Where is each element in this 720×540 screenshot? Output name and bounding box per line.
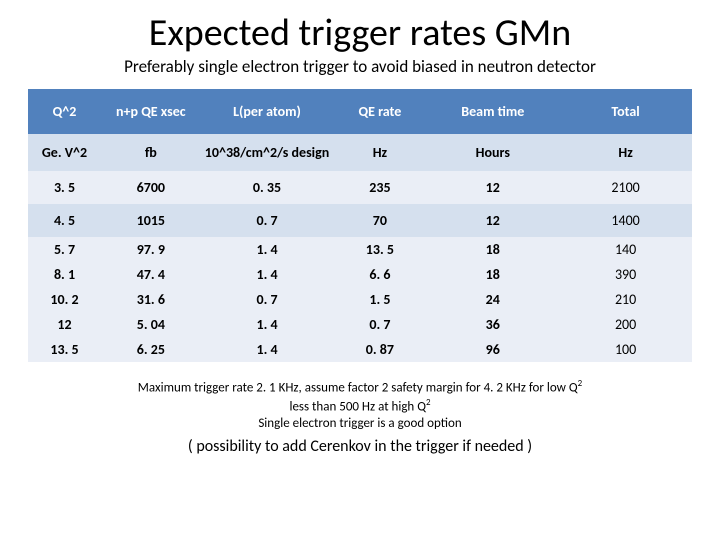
col-unit: fb xyxy=(101,134,201,171)
cell: 36 xyxy=(426,312,559,337)
cell: 10. 2 xyxy=(28,287,101,312)
caption-line-3: ( possibility to add Cerenkov in the tri… xyxy=(28,437,692,456)
table-row: 5. 7 97. 9 1. 4 13. 5 18 140 xyxy=(28,237,692,262)
cell: 390 xyxy=(559,262,692,287)
cell: 97. 9 xyxy=(101,237,201,262)
cell: 1. 4 xyxy=(201,262,334,287)
cell: 13. 5 xyxy=(333,237,426,262)
cell: 6. 6 xyxy=(333,262,426,287)
table-row: 4. 5 1015 0. 7 70 12 1400 xyxy=(28,204,692,237)
table-row: 8. 1 47. 4 1. 4 6. 6 18 390 xyxy=(28,262,692,287)
cell: 0. 7 xyxy=(201,204,334,237)
col-header: L(per atom) xyxy=(201,89,334,134)
col-header: Q^2 xyxy=(28,89,101,134)
col-header: Beam time xyxy=(426,89,559,134)
col-unit: Hz xyxy=(333,134,426,171)
col-header: Total xyxy=(559,89,692,134)
cell: 70 xyxy=(333,204,426,237)
cell: 18 xyxy=(426,237,559,262)
cell: 96 xyxy=(426,337,559,362)
table-row: 13. 5 6. 25 1. 4 0. 87 96 100 xyxy=(28,337,692,362)
slide-title: Expected trigger rates GMn xyxy=(28,10,692,56)
col-unit: 10^38/cm^2/s design xyxy=(201,134,334,171)
cell: 0. 87 xyxy=(333,337,426,362)
cell: 1. 4 xyxy=(201,312,334,337)
table-row: 10. 2 31. 6 0. 7 1. 5 24 210 xyxy=(28,287,692,312)
cell: 8. 1 xyxy=(28,262,101,287)
cell: 1. 4 xyxy=(201,337,334,362)
cell: 1400 xyxy=(559,204,692,237)
table-units-row: Ge. V^2 fb 10^38/cm^2/s design Hz Hours … xyxy=(28,134,692,171)
table-row: 3. 5 6700 0. 35 235 12 2100 xyxy=(28,171,692,204)
cell: 4. 5 xyxy=(28,204,101,237)
cell: 6700 xyxy=(101,171,201,204)
col-header: QE rate xyxy=(333,89,426,134)
table-header-row: Q^2 n+p QE xsec L(per atom) QE rate Beam… xyxy=(28,89,692,134)
caption-block: Maximum trigger rate 2. 1 KHz, assume fa… xyxy=(28,378,692,433)
cell: 235 xyxy=(333,171,426,204)
col-header: n+p QE xsec xyxy=(101,89,201,134)
cell: 5. 7 xyxy=(28,237,101,262)
cell: 0. 7 xyxy=(201,287,334,312)
cell: 210 xyxy=(559,287,692,312)
cell: 13. 5 xyxy=(28,337,101,362)
cell: 12 xyxy=(426,204,559,237)
caption-line-2: Single electron trigger is a good option xyxy=(258,416,461,431)
cell: 3. 5 xyxy=(28,171,101,204)
cell: 18 xyxy=(426,262,559,287)
table-row: 12 5. 04 1. 4 0. 7 36 200 xyxy=(28,312,692,337)
cell: 12 xyxy=(426,171,559,204)
cell: 100 xyxy=(559,337,692,362)
cell: 2100 xyxy=(559,171,692,204)
col-unit: Hz xyxy=(559,134,692,171)
cell: 6. 25 xyxy=(101,337,201,362)
superscript-2: 2 xyxy=(578,378,583,389)
cell: 1015 xyxy=(101,204,201,237)
cell: 5. 04 xyxy=(101,312,201,337)
cell: 200 xyxy=(559,312,692,337)
cell: 140 xyxy=(559,237,692,262)
rates-table: Q^2 n+p QE xsec L(per atom) QE rate Beam… xyxy=(28,89,692,362)
cell: 0. 35 xyxy=(201,171,334,204)
col-unit: Ge. V^2 xyxy=(28,134,101,171)
slide-subtitle: Preferably single electron trigger to av… xyxy=(28,56,692,77)
cell: 0. 7 xyxy=(333,312,426,337)
caption-line-1b: less than 500 Hz at high Q xyxy=(289,400,425,415)
cell: 1. 4 xyxy=(201,237,334,262)
cell: 12 xyxy=(28,312,101,337)
cell: 47. 4 xyxy=(101,262,201,287)
caption-line-1a: Maximum trigger rate 2. 1 KHz, assume fa… xyxy=(138,380,578,395)
cell: 31. 6 xyxy=(101,287,201,312)
cell: 24 xyxy=(426,287,559,312)
cell: 1. 5 xyxy=(333,287,426,312)
superscript-2: 2 xyxy=(426,397,431,408)
col-unit: Hours xyxy=(426,134,559,171)
